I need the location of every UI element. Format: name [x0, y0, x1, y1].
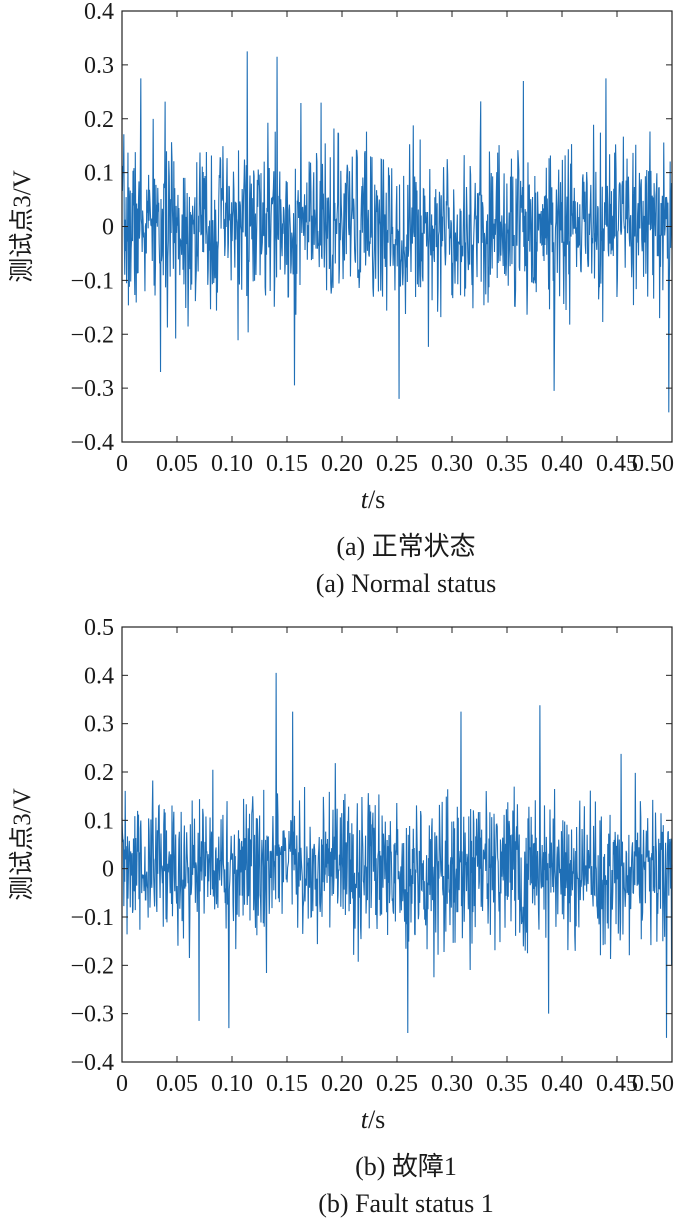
plot-area [121, 51, 673, 413]
y-tick-label: 0.3 [84, 712, 114, 738]
y-tick-label: −0.4 [70, 1050, 114, 1076]
y-tick-label: −0.3 [70, 376, 114, 402]
x-tick-label: 0.10 [211, 1071, 253, 1097]
x-axis-unit: /s [368, 485, 385, 514]
y-tick-labels: 0.4 0.3 0.2 0.1 0 −0.1 −0.2 −0.3 −0.4 [70, 0, 114, 456]
x-axis-variable: t [361, 1105, 369, 1134]
y-axis-label: 测试点3/V [8, 788, 36, 901]
x-tick-label: 0.45 [596, 451, 638, 477]
y-tick-label: 0.3 [84, 53, 114, 79]
y-tick-label: 0.4 [84, 0, 114, 25]
y-tick-label: −0.1 [70, 905, 114, 931]
signal-trace [121, 672, 673, 1038]
x-tick-label: 0.50 [632, 451, 674, 477]
caption-english: (b) Fault status 1 [318, 1189, 494, 1218]
x-tick-label: 0 [116, 1071, 128, 1097]
y-tick-label: −0.4 [70, 430, 114, 456]
x-tick-label: 0.40 [541, 451, 583, 477]
y-axis-label: 测试点3/V [8, 170, 36, 283]
x-tick-label: 0.10 [211, 451, 253, 477]
x-tick-label: 0.20 [321, 1071, 363, 1097]
x-tick-labels: 0 0.05 0.10 0.15 0.20 0.25 0.30 0.35 0.40 0.450.5… [116, 1071, 674, 1097]
x-tick-label: 0.15 [266, 451, 308, 477]
caption-english: (a) Normal status [316, 569, 497, 598]
caption-chinese: (a) 正常状态 [336, 532, 475, 561]
y-tick-label: 0.2 [84, 107, 114, 133]
x-tick-label: 0.35 [486, 451, 528, 477]
y-tick-label: 0.4 [84, 663, 114, 689]
x-tick-label: 0.05 [156, 1071, 198, 1097]
x-axis-variable: t [361, 485, 369, 514]
x-tick-label: 0.45 [596, 1071, 638, 1097]
x-tick-label: 0.05 [156, 451, 198, 477]
y-tick-label: 0.5 [84, 615, 114, 641]
y-tick-label: −0.2 [70, 322, 114, 348]
x-tick-label: 0 [116, 451, 128, 477]
plot-area [121, 672, 673, 1038]
y-tick-label: −0.2 [70, 953, 114, 979]
y-tick-label: 0 [102, 215, 114, 241]
y-tick-label: 0.1 [84, 161, 114, 187]
x-tick-label: 0.25 [376, 451, 418, 477]
x-tick-label: 0.30 [431, 1071, 473, 1097]
x-tick-label: 0.15 [266, 1071, 308, 1097]
x-axis-label: t/s [361, 485, 386, 514]
x-axis-label: t/s [361, 1105, 386, 1134]
y-tick-label: −0.1 [70, 268, 114, 294]
y-tick-label: 0.1 [84, 808, 114, 834]
y-tick-label: 0.2 [84, 760, 114, 786]
axes-frame [121, 626, 673, 1063]
x-axis-unit: /s [368, 1105, 385, 1134]
panel-a-normal-status: 0.40.30.20.10−0.1−0.2−0.3−0.4 0 0.05 0.10 0… [8, 0, 674, 598]
y-tick-label: 0 [102, 857, 114, 883]
caption-chinese: (b) 故障1 [355, 1152, 457, 1181]
x-tick-label: 0.40 [541, 1071, 583, 1097]
y-tick-label: −0.3 [70, 1002, 114, 1028]
x-tick-label: 0.50 [632, 1071, 674, 1097]
signal-trace [121, 51, 673, 413]
x-tick-label: 0.30 [431, 451, 473, 477]
panel-b-fault-status-1: 0.50.40.30.20.10−0.1−0.2−0.3−0.4 0 0.05 0.… [8, 615, 674, 1218]
x-tick-labels: 0 0.05 0.10 0.15 0.20 0.25 0.30 0.35 0.40 0.450.5… [116, 451, 674, 477]
x-tick-label: 0.35 [486, 1071, 528, 1097]
y-tick-labels: 0.5 0.4 0.3 0.2 0.1 0 −0.1 −0.2 −0.3 −0.4 [70, 615, 114, 1076]
x-tick-label: 0.20 [321, 451, 363, 477]
x-tick-label: 0.25 [376, 1071, 418, 1097]
axes-frame [121, 10, 673, 443]
